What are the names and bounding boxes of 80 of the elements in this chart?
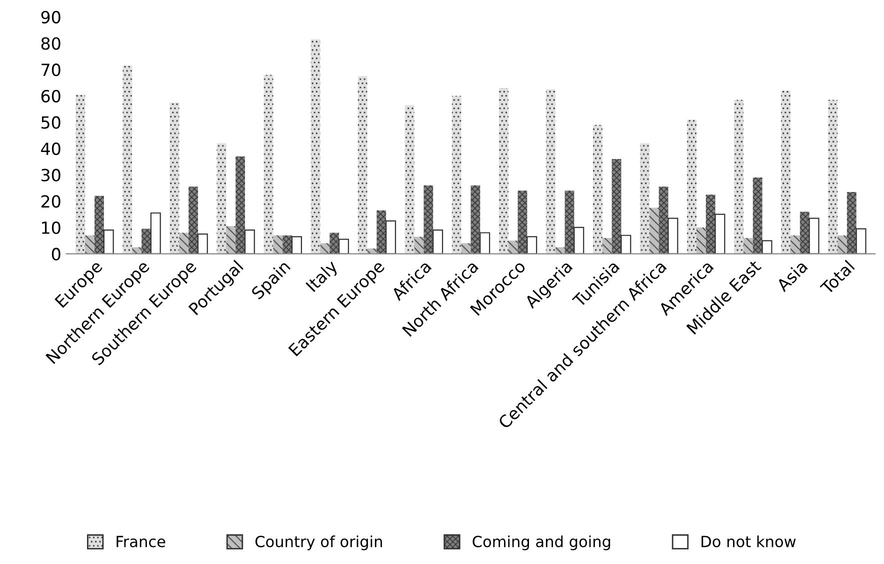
bar [649, 208, 659, 254]
y-tick-label: 40 [41, 142, 60, 156]
bar [546, 89, 556, 254]
bar [330, 232, 340, 254]
bar [273, 235, 283, 254]
bar [620, 234, 632, 254]
bar [103, 230, 114, 254]
bar [838, 235, 847, 254]
y-tick-label: 30 [42, 168, 60, 182]
y-tick-label: 50 [42, 116, 60, 129]
bar [564, 190, 574, 254]
bar [338, 238, 350, 254]
y-tick-label: 90 [41, 10, 60, 24]
bar [808, 218, 820, 254]
bar [424, 185, 434, 254]
bar [498, 88, 508, 254]
bar [85, 235, 95, 254]
bar [762, 240, 772, 254]
bar [216, 143, 226, 254]
bar [480, 232, 490, 254]
bar [800, 212, 810, 254]
bar [376, 210, 386, 254]
bar [696, 227, 706, 254]
bar [612, 159, 622, 254]
bar [310, 39, 320, 254]
bar [714, 214, 726, 254]
bar [122, 66, 132, 254]
bar [452, 96, 462, 254]
bar [555, 247, 565, 254]
bar [508, 240, 518, 254]
bar [526, 236, 538, 254]
bar [236, 156, 245, 254]
bar [188, 186, 198, 254]
bar [170, 102, 180, 254]
bar [132, 247, 142, 254]
bar [593, 124, 602, 254]
y-tick-label: 20 [41, 195, 60, 208]
y-tick-label: 80 [41, 37, 60, 50]
bar [790, 235, 800, 254]
bar [640, 143, 650, 254]
bar [846, 192, 856, 254]
bar [358, 76, 368, 254]
bar [574, 226, 584, 254]
bar [734, 100, 744, 254]
bar [142, 228, 151, 254]
bar [470, 185, 480, 254]
bar [432, 230, 444, 254]
bar [687, 120, 696, 254]
bar [226, 226, 236, 254]
bar [414, 236, 424, 254]
bar [244, 230, 255, 254]
bar [602, 238, 612, 254]
bar [668, 218, 678, 254]
bar [781, 90, 791, 254]
legend-label: Coming and going [472, 535, 610, 550]
legend-label: Do not know [702, 535, 796, 548]
bar [320, 243, 330, 254]
bar [197, 234, 208, 254]
y-tick-label: 10 [42, 221, 60, 234]
bar [518, 190, 528, 254]
bar [743, 238, 753, 254]
bar [282, 235, 292, 254]
bar [179, 232, 189, 254]
y-tick-label: 70 [42, 64, 60, 76]
bar [658, 186, 668, 254]
legend-label: Country of origin [255, 535, 382, 550]
bar [76, 94, 86, 254]
bar [94, 196, 104, 254]
bar [404, 105, 414, 254]
bar [264, 74, 274, 254]
bar [828, 100, 838, 254]
y-tick-label: 0 [52, 248, 60, 260]
y-tick-label: 60 [41, 90, 60, 102]
bar [706, 194, 716, 254]
bar [752, 177, 762, 254]
bar [150, 212, 161, 254]
legend-label: France [116, 536, 166, 548]
bar [856, 228, 866, 254]
bar [291, 236, 302, 254]
bar [386, 220, 396, 254]
